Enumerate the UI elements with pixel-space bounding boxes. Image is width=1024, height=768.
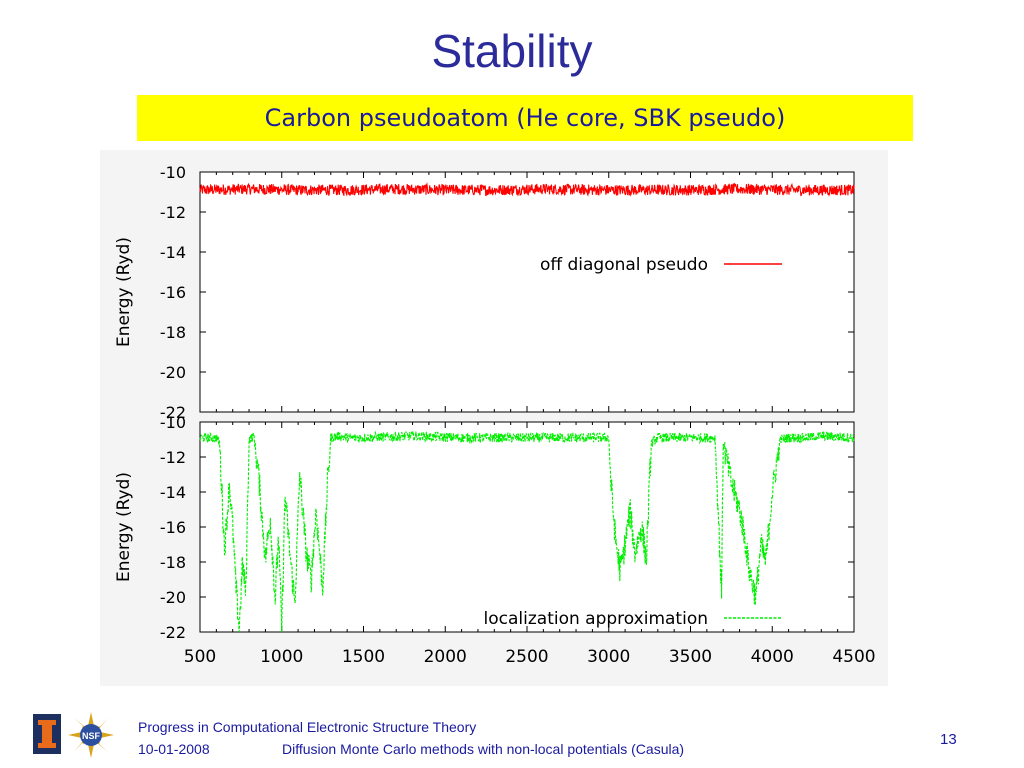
y-tick-label: -16 bbox=[160, 283, 186, 302]
y-tick-label: -22 bbox=[160, 403, 186, 422]
legend-label: off diagonal pseudo bbox=[540, 255, 708, 275]
series-line-1 bbox=[199, 182, 855, 197]
subtitle-banner: Carbon pseudoatom (He core, SBK pseudo) bbox=[137, 95, 913, 141]
svg-text:NSF: NSF bbox=[82, 731, 101, 741]
x-tick-label: 3500 bbox=[669, 647, 712, 667]
series-line-2 bbox=[199, 430, 855, 633]
nsf-logo-icon: NSF bbox=[68, 712, 114, 758]
y-axis-label: Energy (Ryd) bbox=[114, 472, 134, 582]
stability-charts: -10 -12 -14 -16 -18 -20 -22 Energy (Ryd) off dia… bbox=[114, 163, 876, 667]
footer-conference: Progress in Computational Electronic Str… bbox=[138, 719, 477, 735]
x-tick-label: 1000 bbox=[260, 647, 303, 667]
x-tick-label: 1500 bbox=[342, 647, 385, 667]
y-tick-label: -14 bbox=[160, 243, 186, 262]
legend-label: localization approximation bbox=[484, 609, 708, 629]
panel-1: -10 -12 -14 -16 -18 -20 -22 Energy (Ryd) off dia… bbox=[114, 163, 855, 422]
plot-frame bbox=[199, 421, 855, 633]
x-tick-label: 500 bbox=[184, 647, 216, 667]
y-tick-label: -18 bbox=[160, 553, 186, 572]
x-tick-label: 3000 bbox=[587, 647, 630, 667]
x-tick-label: 2000 bbox=[424, 647, 467, 667]
page-number: 13 bbox=[940, 731, 957, 748]
x-tick-label: 4000 bbox=[751, 647, 794, 667]
y-axis-label: Energy (Ryd) bbox=[114, 237, 134, 347]
slide-title: Stability bbox=[431, 25, 593, 77]
footer-talk-title: Diffusion Monte Carlo methods with non-l… bbox=[282, 741, 685, 757]
y-tick-label: -14 bbox=[160, 483, 186, 502]
subtitle-text: Carbon pseudoatom (He core, SBK pseudo) bbox=[264, 104, 786, 132]
y-tick-label: -22 bbox=[160, 623, 186, 642]
panel-2: -10 -12 -14 -16 -18 -20 -22 500 1000 1500 2000 2500… bbox=[114, 413, 876, 667]
y-tick-label: -20 bbox=[160, 363, 186, 382]
y-tick-label: -16 bbox=[160, 518, 186, 537]
y-tick-label: -10 bbox=[160, 413, 186, 432]
plot-frame bbox=[199, 171, 855, 413]
y-tick-label: -20 bbox=[160, 588, 186, 607]
y-tick-label: -12 bbox=[160, 203, 186, 222]
x-tick-label: 2500 bbox=[505, 647, 548, 667]
y-tick-label: -18 bbox=[160, 323, 186, 342]
x-tick-label: 4500 bbox=[832, 647, 875, 667]
illinois-logo-icon bbox=[33, 714, 61, 754]
y-tick-label: -12 bbox=[160, 448, 186, 467]
footer-date: 10-01-2008 bbox=[138, 741, 210, 757]
y-tick-label: -10 bbox=[160, 163, 186, 182]
